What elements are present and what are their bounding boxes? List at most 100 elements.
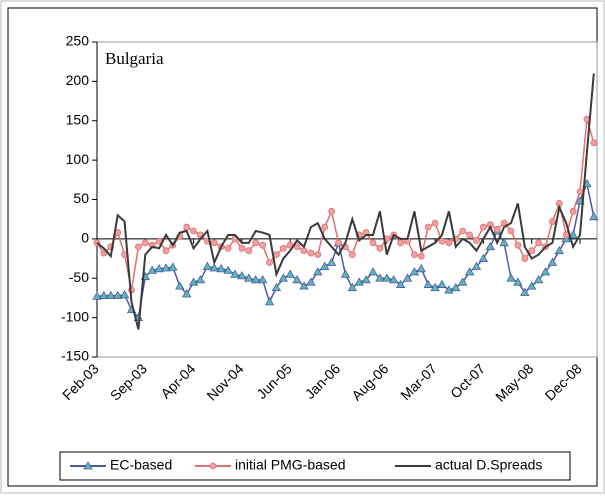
data-point bbox=[188, 277, 199, 286]
data-point bbox=[175, 281, 185, 290]
data-point bbox=[306, 277, 316, 286]
data-point bbox=[340, 269, 351, 278]
y-tick-label: -150 bbox=[61, 348, 89, 364]
data-point bbox=[99, 290, 109, 299]
data-point bbox=[444, 285, 454, 294]
y-tick-label: -100 bbox=[61, 308, 89, 324]
data-point bbox=[182, 289, 192, 298]
data-point bbox=[251, 275, 261, 284]
data-point bbox=[252, 239, 260, 247]
data-point bbox=[92, 291, 102, 300]
data-point bbox=[313, 267, 323, 276]
data-point bbox=[271, 282, 282, 292]
data-point bbox=[547, 257, 558, 266]
series bbox=[96, 73, 595, 330]
data-point bbox=[479, 223, 487, 231]
legend-label: initial PMG-based bbox=[235, 457, 346, 473]
data-point bbox=[431, 219, 439, 227]
data-point bbox=[113, 290, 123, 299]
data-point bbox=[314, 251, 322, 259]
data-point bbox=[209, 462, 217, 470]
data-point bbox=[397, 239, 405, 247]
data-point bbox=[368, 267, 378, 276]
data-point bbox=[514, 241, 522, 249]
data-point bbox=[245, 247, 253, 255]
data-point bbox=[568, 230, 578, 239]
legend-label: actual D.Spreads bbox=[435, 457, 542, 473]
data-point bbox=[266, 259, 273, 266]
y-tick-label: 100 bbox=[66, 151, 90, 167]
data-point bbox=[134, 243, 142, 251]
data-point bbox=[535, 239, 542, 247]
data-point bbox=[445, 239, 453, 247]
data-point bbox=[451, 282, 461, 292]
data-point bbox=[554, 245, 564, 255]
data-point bbox=[209, 263, 219, 272]
legend-label: EC-based bbox=[110, 457, 172, 473]
data-point bbox=[507, 227, 515, 235]
data-point bbox=[154, 263, 164, 273]
data-point bbox=[430, 282, 440, 292]
data-point bbox=[549, 218, 556, 225]
data-point bbox=[293, 243, 301, 251]
data-point bbox=[307, 249, 315, 257]
data-point bbox=[326, 257, 337, 266]
data-point bbox=[264, 297, 275, 306]
data-point bbox=[424, 223, 432, 231]
data-point bbox=[168, 262, 178, 271]
data-point bbox=[335, 239, 342, 247]
data-point bbox=[389, 275, 399, 284]
data-point bbox=[493, 226, 501, 233]
data-point bbox=[257, 275, 268, 284]
data-point bbox=[161, 263, 171, 272]
data-point bbox=[183, 223, 191, 231]
data-point bbox=[459, 227, 467, 235]
data-point bbox=[520, 287, 530, 296]
data-point bbox=[347, 282, 357, 292]
data-point bbox=[320, 261, 330, 270]
data-point bbox=[395, 279, 406, 288]
series bbox=[92, 178, 599, 322]
data-point bbox=[195, 275, 206, 284]
series-line bbox=[96, 73, 595, 330]
data-point bbox=[466, 231, 474, 239]
data-point bbox=[576, 188, 584, 196]
data-point bbox=[223, 265, 233, 274]
data-point bbox=[237, 271, 247, 280]
data-point bbox=[410, 251, 418, 259]
data-point bbox=[402, 273, 413, 282]
data-point bbox=[141, 239, 149, 247]
data-point bbox=[485, 241, 495, 251]
y-tick-label: 150 bbox=[66, 111, 90, 127]
data-point bbox=[464, 267, 475, 276]
y-tick-label: 250 bbox=[66, 33, 90, 49]
data-point bbox=[238, 244, 246, 252]
data-point bbox=[300, 247, 308, 255]
data-point bbox=[224, 244, 232, 252]
data-point bbox=[527, 281, 537, 290]
data-point bbox=[590, 139, 598, 147]
data-point bbox=[423, 279, 433, 288]
data-point bbox=[478, 253, 489, 262]
data-point bbox=[540, 267, 551, 276]
data-point bbox=[382, 273, 392, 282]
y-tick-label: 50 bbox=[73, 190, 89, 206]
data-point bbox=[417, 252, 425, 260]
data-point bbox=[506, 273, 516, 282]
data-point bbox=[119, 289, 130, 299]
y-tick-label: 200 bbox=[66, 72, 90, 88]
y-tick-label: 0 bbox=[81, 230, 89, 246]
data-point bbox=[533, 275, 544, 284]
data-point bbox=[147, 265, 157, 274]
data-point bbox=[561, 234, 571, 243]
data-point bbox=[376, 244, 384, 252]
data-point bbox=[416, 263, 426, 273]
data-point bbox=[83, 461, 93, 470]
legend bbox=[59, 451, 571, 481]
data-point bbox=[259, 241, 267, 249]
data-point bbox=[230, 269, 240, 278]
data-point bbox=[354, 277, 364, 286]
data-point bbox=[299, 281, 309, 290]
data-point bbox=[190, 227, 198, 235]
